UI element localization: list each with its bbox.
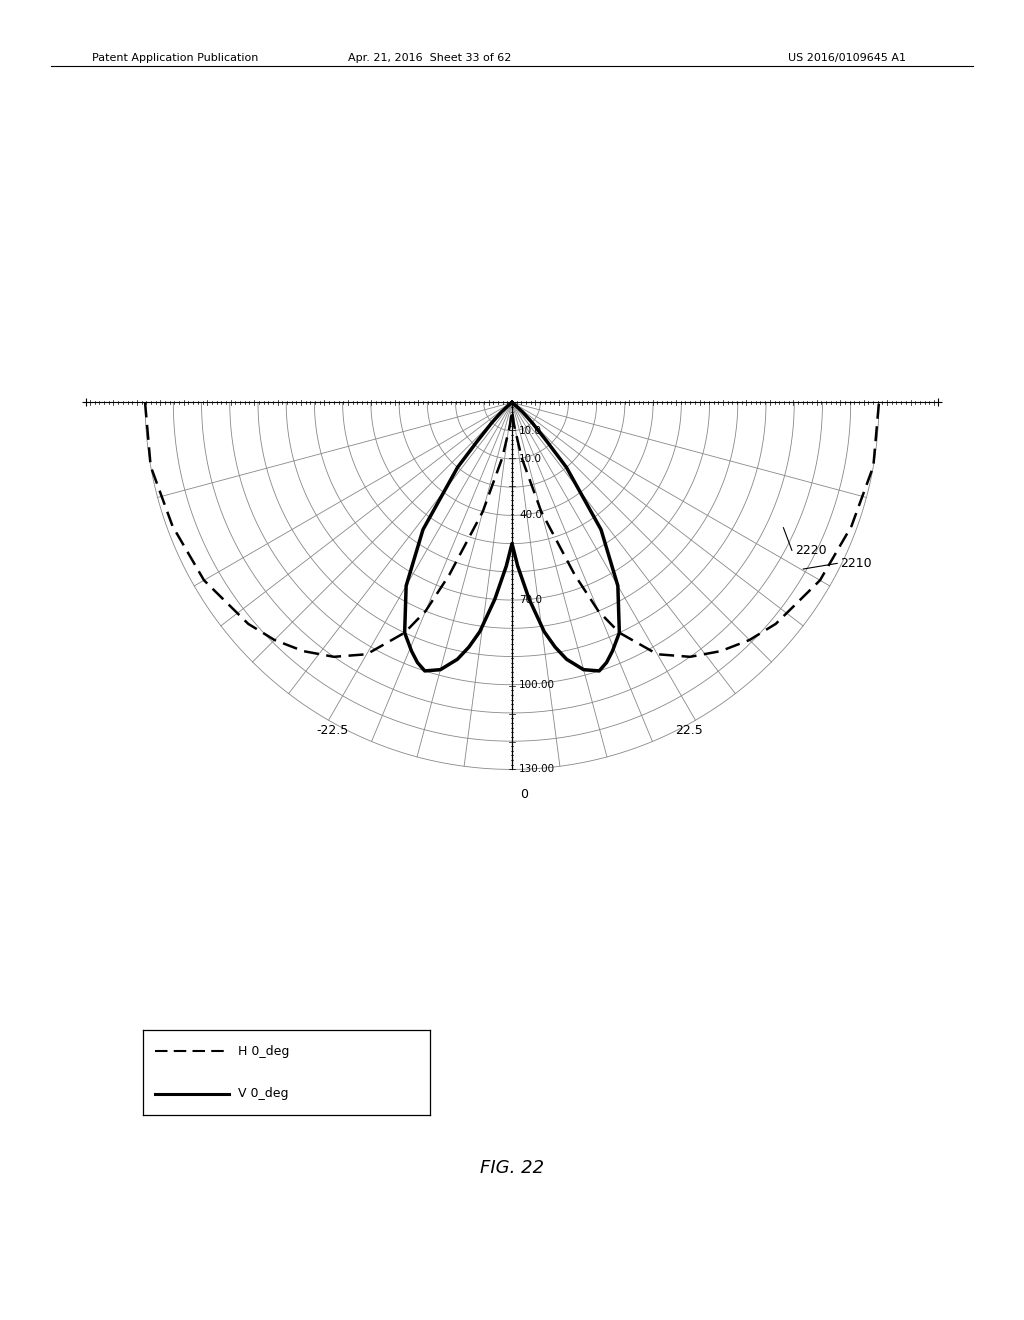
- Text: Apr. 21, 2016  Sheet 33 of 62: Apr. 21, 2016 Sheet 33 of 62: [348, 53, 512, 63]
- Text: 2210: 2210: [840, 557, 871, 570]
- Text: 10.0: 10.0: [519, 454, 542, 463]
- Text: US 2016/0109645 A1: US 2016/0109645 A1: [788, 53, 906, 63]
- Text: 70.0: 70.0: [519, 595, 542, 605]
- Text: H 0_deg: H 0_deg: [238, 1044, 290, 1057]
- Text: 40.0: 40.0: [519, 511, 542, 520]
- Text: FIG. 22: FIG. 22: [480, 1159, 544, 1177]
- Text: 100.00: 100.00: [519, 680, 555, 690]
- Text: V 0_deg: V 0_deg: [238, 1088, 289, 1101]
- Text: 130.00: 130.00: [519, 764, 555, 775]
- Text: Patent Application Publication: Patent Application Publication: [92, 53, 258, 63]
- Text: 0: 0: [520, 788, 528, 801]
- Text: -22.5: -22.5: [316, 723, 349, 737]
- Text: 22.5: 22.5: [675, 723, 702, 737]
- Text: 10.0: 10.0: [519, 426, 542, 436]
- Text: 2220: 2220: [795, 544, 826, 557]
